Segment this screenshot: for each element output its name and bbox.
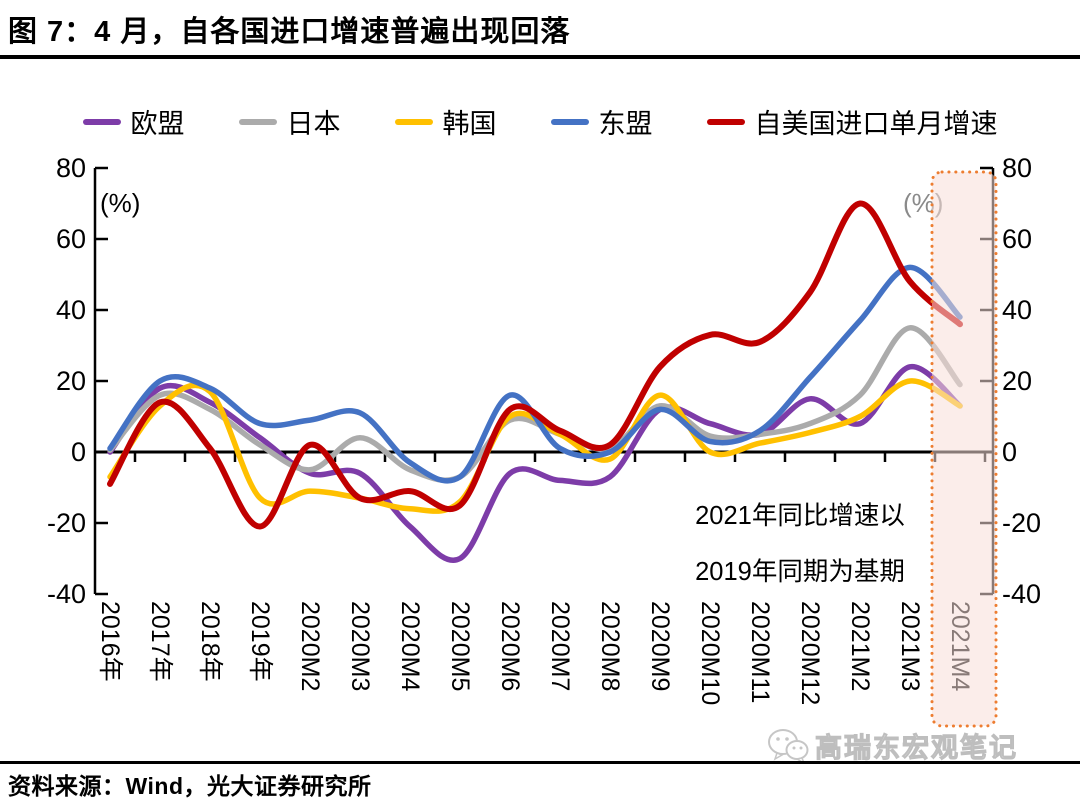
x-tick-label: 2020M2 xyxy=(296,601,324,691)
y-tick-label-right: 60 xyxy=(1002,224,1032,254)
svg-text:2019年同期为基期: 2019年同期为基期 xyxy=(695,558,905,586)
legend-item: 欧盟 xyxy=(82,102,185,141)
x-tick-label: 2020M6 xyxy=(496,601,524,691)
legend-swatch xyxy=(238,118,277,125)
series-line xyxy=(107,364,963,563)
x-tick-label: 2017年 xyxy=(146,601,174,682)
legend-label: 东盟 xyxy=(598,109,653,139)
annotation: 2021年同比增速以 2019年同期为基期 xyxy=(695,502,905,586)
y-axis-labels: 80 80 60 60 40 40 20 20 0 0 -20 -20 -40 -40 xyxy=(47,153,1041,609)
chart-legend: 欧盟 日本 韩国 东盟 自美国进口单月增速 xyxy=(0,102,1080,141)
x-tick-label: 2021M3 xyxy=(896,601,924,691)
legend-label: 自美国进口单月增速 xyxy=(754,109,998,139)
x-tick-label: 2020M10 xyxy=(696,601,724,705)
x-tick-label: 2019年 xyxy=(246,601,274,682)
x-tick-label: 2021M2 xyxy=(846,601,874,691)
x-tick-label: 2020M4 xyxy=(396,601,424,691)
x-tick-label: 2020M7 xyxy=(546,601,574,691)
y-tick-label-left: 0 xyxy=(71,437,86,467)
series-lines xyxy=(107,200,963,563)
y-tick-label-left: 20 xyxy=(56,366,86,396)
x-axis-labels: 2016年 2017年 2018年 2019年 2020M2 2020M3 2020M4 20… xyxy=(96,601,974,705)
y-tick-label-left: -20 xyxy=(47,508,86,538)
axes xyxy=(93,166,995,596)
x-tick-label: 2020M9 xyxy=(646,601,674,691)
y-tick-label-left: -40 xyxy=(47,579,86,609)
y-tick-label-left: 80 xyxy=(56,153,86,183)
y-tick-label-right: -40 xyxy=(1002,579,1041,609)
legend-swatch xyxy=(550,118,589,125)
legend-swatch xyxy=(82,118,121,125)
x-tick-label: 2020M11 xyxy=(746,601,774,703)
y-tick-label-left: 40 xyxy=(56,295,86,325)
y-tick-label-right: 20 xyxy=(1002,366,1032,396)
wechat-icon xyxy=(768,728,809,764)
figure-title: 图 7：4 月，自各国进口增速普遍出现回落 xyxy=(8,16,571,48)
unit-label-left: (%) xyxy=(100,188,140,218)
y-tick-label-right: 40 xyxy=(1002,295,1032,325)
watermark: 高瑞东宏观笔记 xyxy=(767,726,1018,765)
x-tick-label: 2016年 xyxy=(96,601,124,682)
legend-swatch xyxy=(394,118,433,125)
y-tick-label-right: 80 xyxy=(1002,153,1032,183)
legend-label: 韩国 xyxy=(442,109,497,139)
y-tick-label-right: 0 xyxy=(1002,437,1017,467)
svg-text:2021年同比增速以: 2021年同比增速以 xyxy=(695,502,905,530)
title-divider xyxy=(0,55,1080,59)
watermark-text: 高瑞东宏观笔记 xyxy=(815,733,1018,764)
y-tick-label-left: 60 xyxy=(56,224,86,254)
source-note: 资料来源：Wind，光大证券研究所 xyxy=(8,773,372,798)
legend-label: 日本 xyxy=(286,109,341,139)
legend-label: 欧盟 xyxy=(130,109,185,139)
x-tick-label: 2018年 xyxy=(196,601,224,682)
series-line xyxy=(107,200,963,530)
y-tick-label-right: -20 xyxy=(1002,508,1041,538)
series-line xyxy=(107,378,963,514)
highlight-box xyxy=(930,170,998,728)
x-tick-label: 2020M8 xyxy=(596,601,624,691)
legend-item: 韩国 xyxy=(394,102,497,141)
bottom-divider xyxy=(0,761,1080,764)
x-tick-label: 2020M12 xyxy=(796,601,824,705)
x-tick-label: 2020M5 xyxy=(446,601,474,691)
legend-item: 东盟 xyxy=(550,102,653,141)
legend-swatch xyxy=(706,118,745,125)
legend-item: 自美国进口单月增速 xyxy=(706,102,998,141)
x-tick-label: 2020M3 xyxy=(346,601,374,691)
legend-item: 日本 xyxy=(238,102,341,141)
